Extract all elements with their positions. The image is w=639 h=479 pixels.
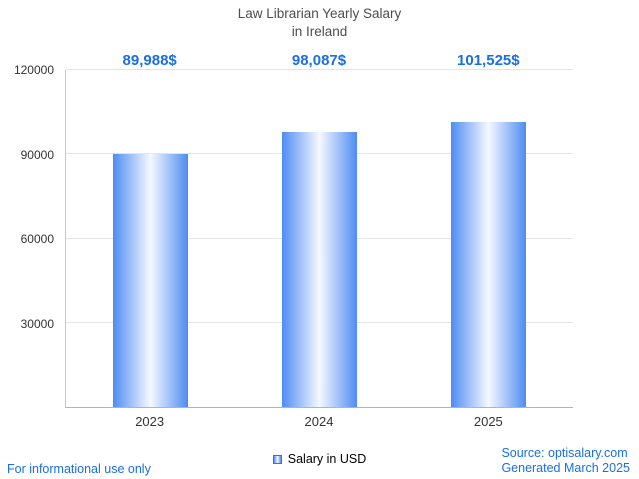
chart-title: Law Librarian Yearly Salary in Ireland xyxy=(0,5,639,40)
chart-title-line1: Law Librarian Yearly Salary xyxy=(237,6,402,21)
legend-label: Salary in USD xyxy=(287,452,367,466)
x-axis-labels: 2023 2024 2025 xyxy=(65,414,573,429)
y-tick-label: 120000 xyxy=(13,63,54,77)
bar-value-label: 89,988$ xyxy=(122,52,177,69)
bar-2024[interactable] xyxy=(282,131,357,407)
plot-area xyxy=(65,69,573,408)
bar-column xyxy=(235,70,404,407)
y-tick-label: 90000 xyxy=(20,147,54,162)
y-tick-label: 60000 xyxy=(20,232,54,246)
bar-2023[interactable] xyxy=(113,154,188,407)
bar-value-labels: 89,988$ 98,087$ 101,525$ xyxy=(65,52,573,69)
gridline xyxy=(66,69,573,70)
bar-column xyxy=(404,70,573,407)
source-link[interactable]: Source: optisalary.com xyxy=(501,445,628,460)
legend: Salary in USD xyxy=(0,452,639,466)
chart-title-line2: in Ireland xyxy=(291,23,348,39)
bar-value-label: 101,525$ xyxy=(457,52,520,69)
legend-swatch-icon xyxy=(272,454,282,464)
x-tick-label: 2024 xyxy=(304,414,334,429)
x-tick-label: 2023 xyxy=(135,414,165,429)
y-tick-label: 30000 xyxy=(20,316,54,331)
bar-2025[interactable] xyxy=(451,121,526,407)
y-axis-labels: 30000 60000 90000 120000 xyxy=(0,63,58,408)
informational-note: For informational use only xyxy=(7,462,151,476)
source-block: Source: optisalary.com Generated March 2… xyxy=(501,446,630,477)
bars-container xyxy=(66,70,573,407)
x-tick-label: 2025 xyxy=(473,414,503,429)
bar-column xyxy=(66,70,235,407)
generated-date: Generated March 2025 xyxy=(501,461,630,476)
bar-value-label: 98,087$ xyxy=(291,52,347,69)
